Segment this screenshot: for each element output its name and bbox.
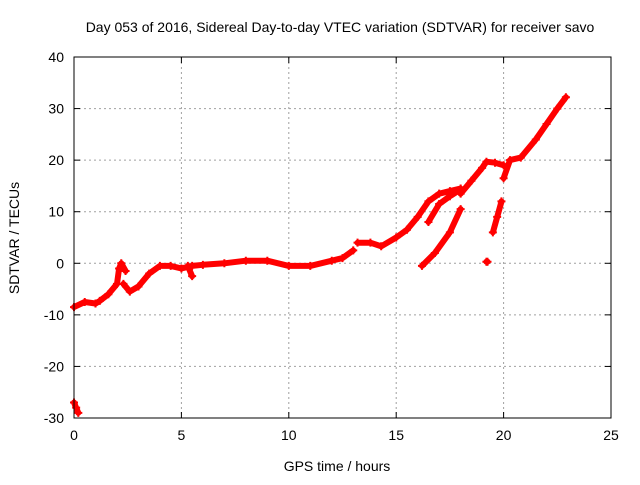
- data-point: [488, 228, 497, 237]
- plot-border: [73, 56, 612, 419]
- data-point: [121, 267, 130, 276]
- data-series: [70, 93, 570, 417]
- data-point: [506, 156, 515, 165]
- y-tick-label: -20: [44, 358, 64, 374]
- x-tick-label: 20: [496, 427, 512, 443]
- y-tick-label: 40: [48, 49, 64, 65]
- x-tick-label: 5: [178, 427, 186, 443]
- y-tick-label: 30: [48, 101, 64, 117]
- data-point: [516, 153, 525, 162]
- data-point: [542, 120, 551, 129]
- series-seg-c: [120, 247, 357, 295]
- data-point: [155, 261, 164, 270]
- data-point: [198, 260, 207, 269]
- series-seg-e: [354, 185, 464, 250]
- data-point: [456, 189, 465, 198]
- data-point: [95, 296, 104, 305]
- data-point: [134, 282, 143, 291]
- data-point: [417, 261, 426, 270]
- chart-title: Day 053 of 2016, Sidereal Day-to-day VTE…: [86, 19, 595, 35]
- data-point: [177, 264, 186, 273]
- data-point: [91, 299, 100, 308]
- x-tick-label: 15: [388, 427, 404, 443]
- data-point: [402, 225, 411, 234]
- data-point: [430, 248, 439, 257]
- data-point: [491, 158, 500, 167]
- data-point: [104, 290, 113, 299]
- data-point: [493, 212, 502, 221]
- data-point: [531, 135, 540, 144]
- y-tick-label: 10: [48, 204, 64, 220]
- data-point: [306, 261, 315, 270]
- data-point: [166, 261, 175, 270]
- x-tick-label: 0: [70, 427, 78, 443]
- data-point: [145, 269, 154, 278]
- y-tick-label: -10: [44, 307, 64, 323]
- data-point: [553, 104, 562, 113]
- data-point: [327, 256, 336, 265]
- data-point: [366, 238, 375, 247]
- data-point: [119, 279, 128, 288]
- data-point: [483, 257, 492, 266]
- data-point: [435, 189, 444, 198]
- series-seg-f: [425, 186, 464, 225]
- series-seg-g: [419, 206, 464, 269]
- data-point: [80, 297, 89, 306]
- data-point: [482, 157, 491, 166]
- data-point: [263, 256, 272, 265]
- data-point: [115, 264, 124, 273]
- data-point: [353, 238, 362, 247]
- data-point: [338, 254, 347, 263]
- data-point: [117, 259, 126, 268]
- x-axis-label: GPS time / hours: [284, 458, 391, 474]
- data-point: [284, 261, 293, 270]
- y-tick-label: -30: [44, 410, 64, 426]
- y-axis-label: SDTVAR / TECUs: [6, 182, 22, 294]
- data-point: [561, 93, 570, 102]
- data-point: [183, 261, 192, 270]
- data-point: [467, 176, 476, 185]
- data-point: [349, 246, 358, 255]
- data-point: [445, 192, 454, 201]
- data-point: [456, 205, 465, 214]
- data-point: [499, 174, 508, 183]
- data-point: [188, 272, 197, 281]
- data-point: [392, 233, 401, 242]
- data-point: [424, 197, 433, 206]
- y-tick-label: 20: [48, 152, 64, 168]
- x-tick-label: 25: [603, 427, 619, 443]
- x-tick-label: 10: [281, 427, 297, 443]
- grid: [74, 57, 611, 418]
- data-point: [497, 197, 506, 206]
- y-tick-label: 0: [56, 255, 64, 271]
- data-point: [435, 199, 444, 208]
- data-point: [445, 228, 454, 237]
- data-point: [413, 212, 422, 221]
- data-point: [72, 403, 81, 412]
- data-point: [424, 218, 433, 227]
- data-point: [220, 259, 229, 268]
- data-point: [241, 256, 250, 265]
- data-point: [478, 163, 487, 172]
- data-point: [377, 242, 386, 251]
- data-point: [125, 287, 134, 296]
- data-point: [74, 408, 83, 417]
- ticks: 0 5 10 15 20 25 -30 -20 -10 0 10 20 30 40: [44, 49, 619, 443]
